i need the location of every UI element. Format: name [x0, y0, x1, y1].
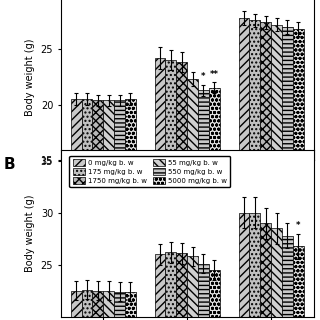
Bar [103, 100, 114, 320]
Bar [176, 253, 187, 320]
Bar [125, 99, 136, 320]
Bar [71, 291, 82, 320]
Text: *: * [296, 221, 300, 230]
Bar [155, 254, 165, 320]
Bar [249, 20, 260, 320]
Bar [165, 252, 176, 320]
Bar [103, 291, 114, 320]
Bar [198, 90, 209, 320]
Bar [260, 22, 271, 320]
Legend: 0 mg/kg b. w, 175 mg/kg b. w, 1750 mg/kg b. w, 55 mg/kg b. w, 550 mg/kg b. w, 50: 0 mg/kg b. w, 175 mg/kg b. w, 1750 mg/kg… [69, 156, 230, 187]
Bar [82, 99, 92, 320]
Bar [92, 100, 103, 320]
Bar [282, 27, 293, 320]
Bar [92, 291, 103, 320]
Bar [271, 228, 282, 320]
Bar [165, 60, 176, 320]
Bar [125, 292, 136, 320]
Bar [260, 223, 271, 320]
Bar [282, 236, 293, 320]
Bar [271, 25, 282, 320]
Bar [238, 18, 249, 320]
X-axis label: Day: Day [175, 183, 199, 193]
Text: **: ** [210, 70, 219, 79]
Text: B: B [3, 157, 15, 172]
Bar [71, 99, 82, 320]
Bar [249, 213, 260, 320]
Bar [114, 100, 125, 320]
Text: *: * [201, 72, 206, 81]
Bar [209, 88, 220, 320]
Bar [82, 290, 92, 320]
Bar [114, 292, 125, 320]
Bar [293, 246, 304, 320]
Bar [293, 29, 304, 320]
Bar [176, 62, 187, 320]
Bar [155, 58, 165, 320]
Bar [238, 213, 249, 320]
Bar [209, 270, 220, 320]
Y-axis label: Body weight (g): Body weight (g) [25, 38, 35, 116]
Bar [187, 257, 198, 320]
Bar [198, 264, 209, 320]
Bar [187, 79, 198, 320]
Y-axis label: Body weight (g): Body weight (g) [25, 195, 35, 272]
